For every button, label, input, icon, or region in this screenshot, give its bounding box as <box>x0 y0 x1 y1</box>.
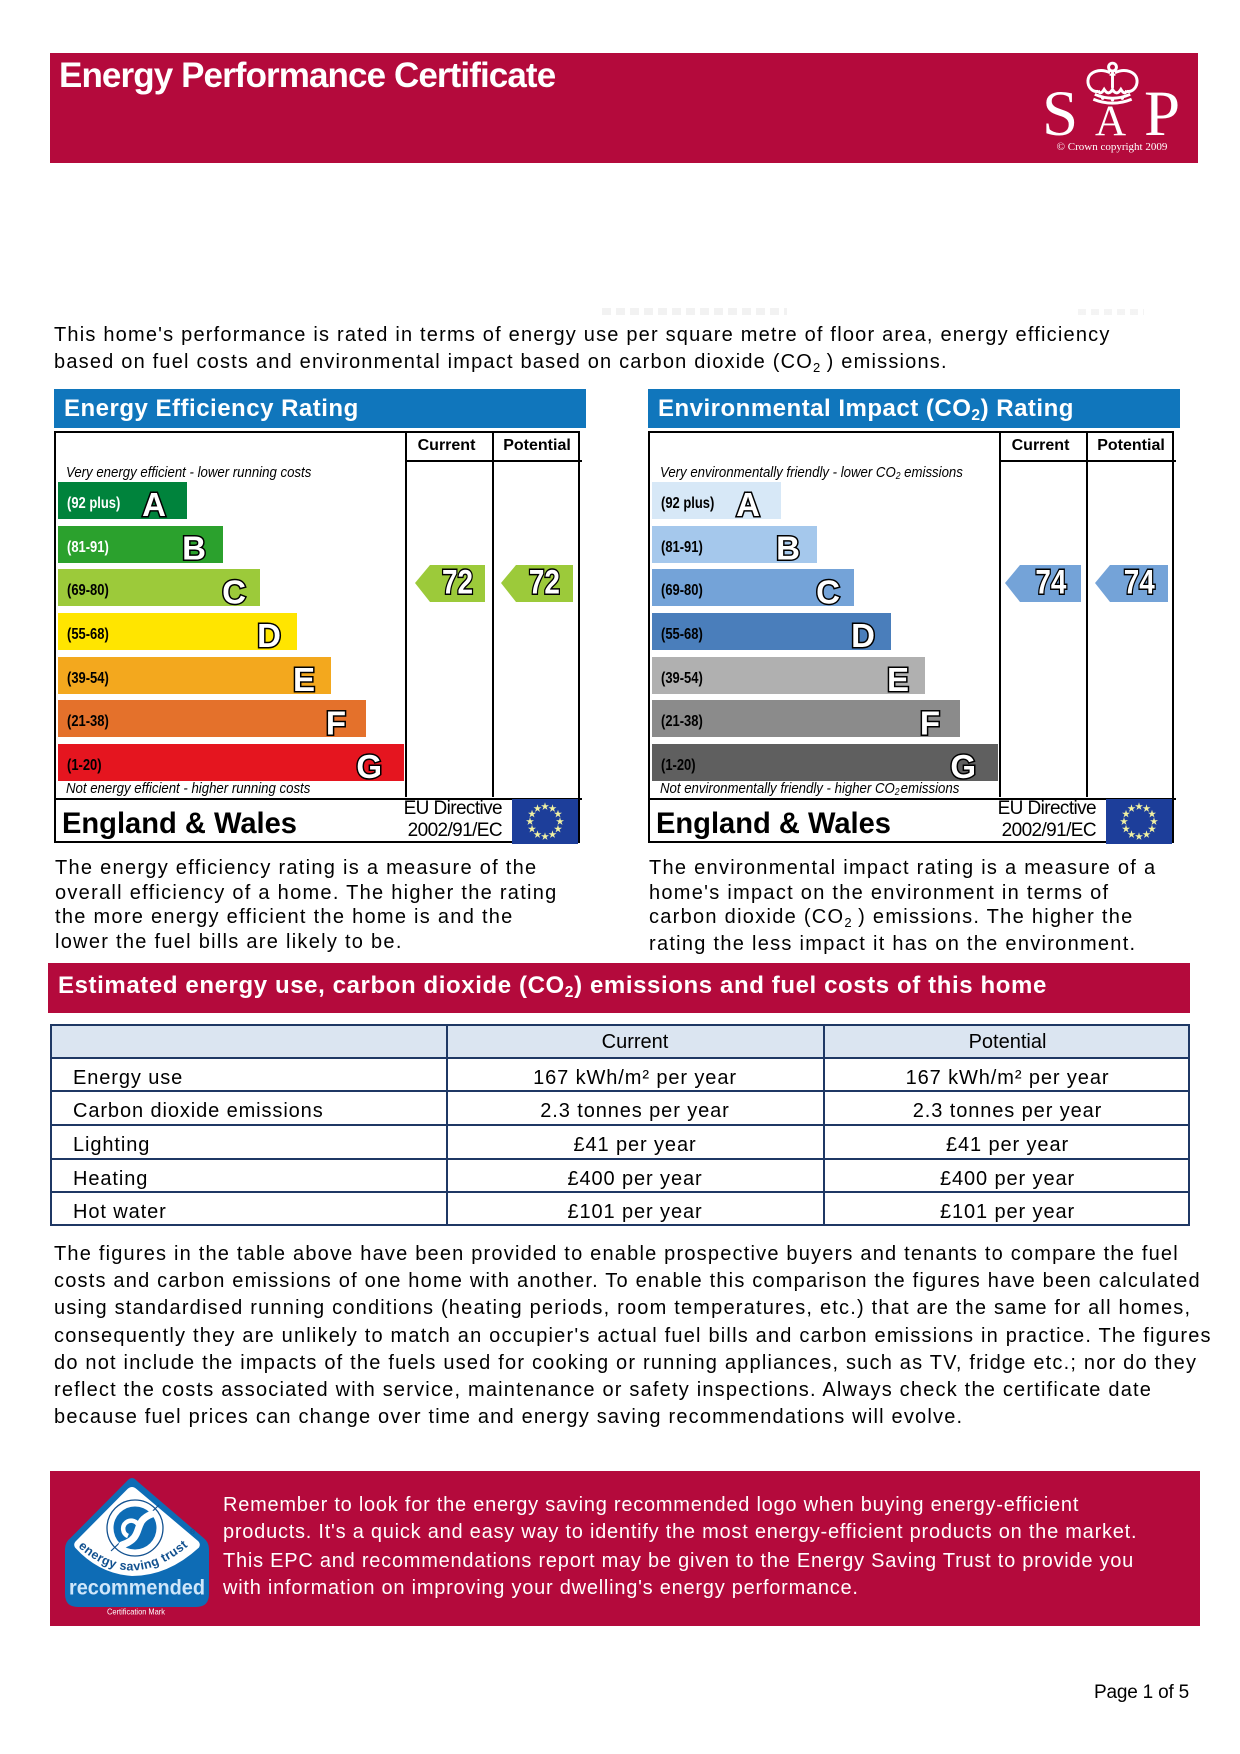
svg-text:D: D <box>851 617 875 654</box>
svg-text:®: ® <box>190 1528 196 1536</box>
svg-text:F: F <box>326 705 346 742</box>
svg-text:C: C <box>816 573 840 610</box>
svg-text:A: A <box>142 486 166 523</box>
svg-text:74: 74 <box>1035 565 1067 601</box>
svg-text:D: D <box>257 617 281 654</box>
svg-text:B: B <box>776 530 800 567</box>
svg-text:E: E <box>887 661 909 698</box>
svg-text:G: G <box>950 748 976 785</box>
svg-text:Certification Mark: Certification Mark <box>107 1607 166 1617</box>
svg-text:recommended: recommended <box>69 1577 205 1600</box>
svg-text:C: C <box>222 573 246 610</box>
svg-text:G: G <box>356 748 382 785</box>
svg-text:F: F <box>920 705 940 742</box>
svg-text:72: 72 <box>529 565 560 601</box>
svg-text:E: E <box>293 661 315 698</box>
svg-text:74: 74 <box>1124 565 1156 601</box>
svg-text:B: B <box>182 530 206 567</box>
svg-text:A: A <box>736 486 760 523</box>
svg-text:72: 72 <box>442 565 473 601</box>
